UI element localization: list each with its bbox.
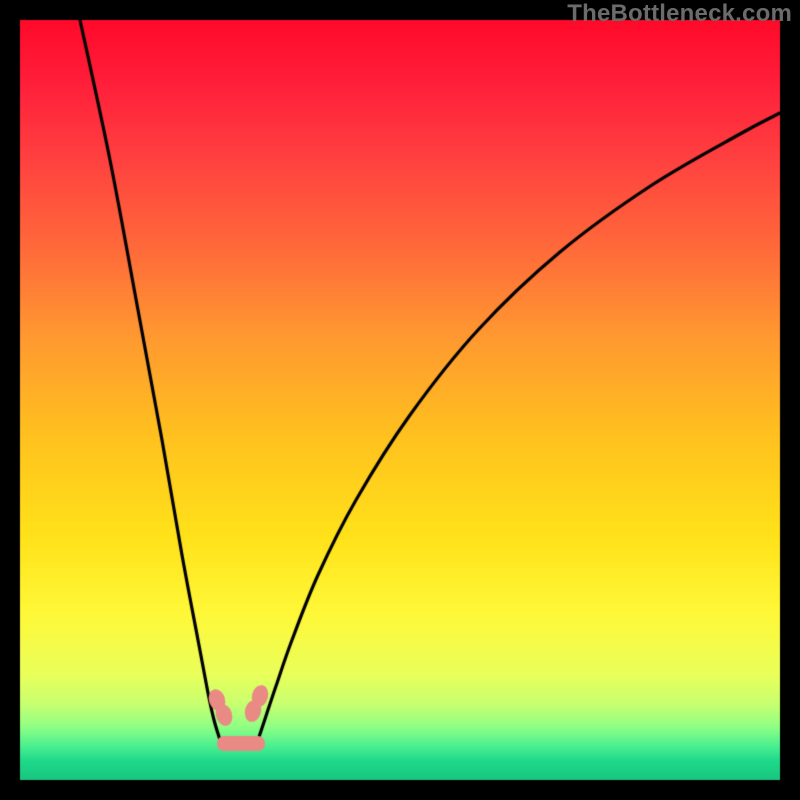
bottleneck-curve-chart [0, 0, 800, 800]
figure-root: TheBottleneck.com [0, 0, 800, 800]
watermark-label: TheBottleneck.com [567, 0, 792, 28]
